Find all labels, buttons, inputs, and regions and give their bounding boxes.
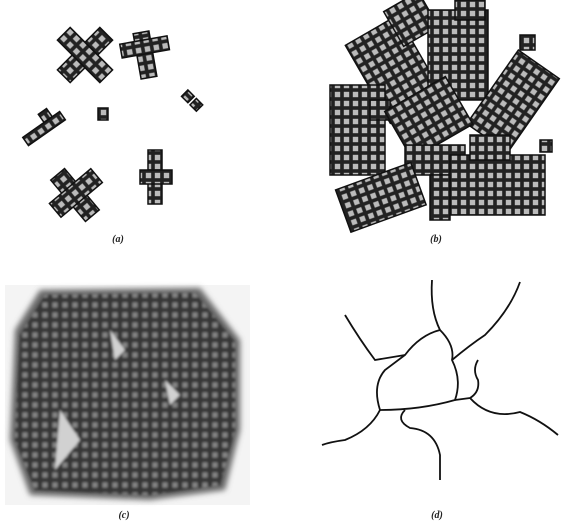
panel-label: (a) <box>112 234 124 245</box>
panel-a <box>17 13 203 232</box>
panel-b <box>330 0 559 232</box>
panel-d <box>322 280 558 480</box>
panel-label: (c) <box>118 510 129 521</box>
panel-label: (b) <box>430 234 442 245</box>
panel-label: (d) <box>431 510 443 521</box>
panel-c <box>5 285 250 505</box>
figure: (a) (b) (c) (d) <box>0 0 563 524</box>
